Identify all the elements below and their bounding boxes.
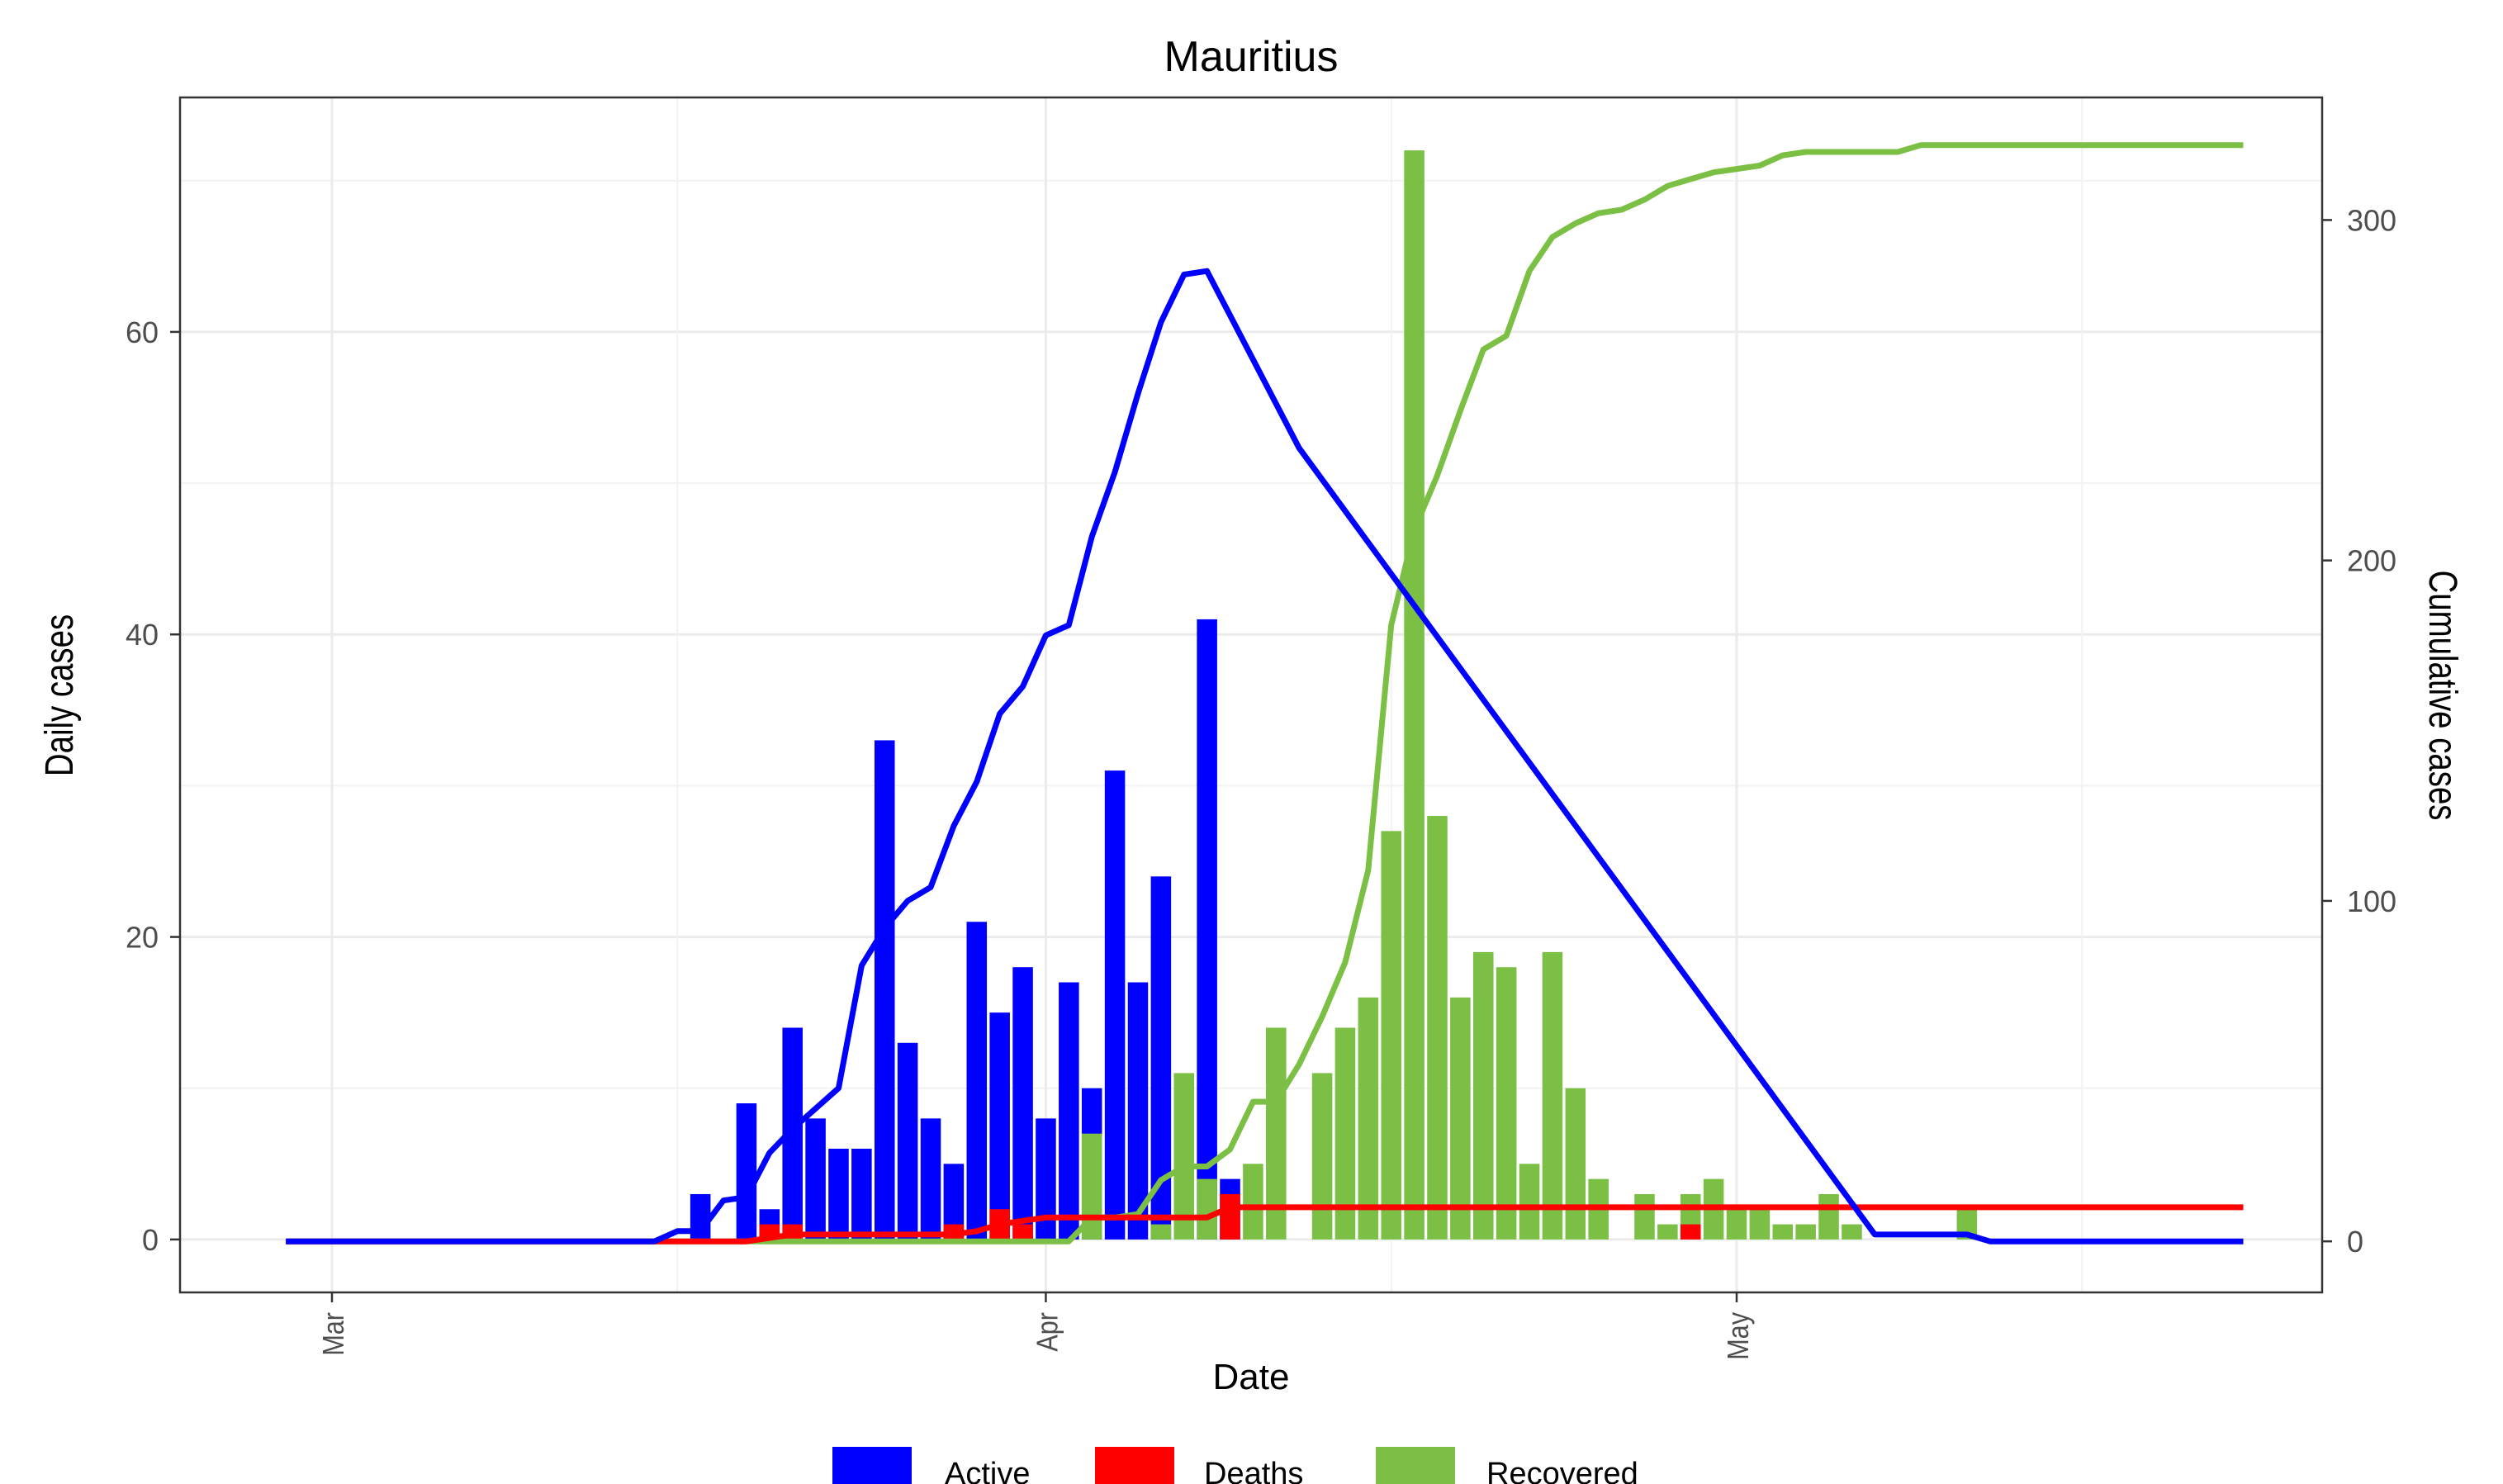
bar-active [897,1042,918,1240]
legend-label-recovered: Recovered [1486,1457,1638,1484]
chart-title: Mauritius [1164,33,1339,81]
y2-tick-label: 200 [2347,544,2396,578]
bar-recovered [1197,1178,1217,1240]
bar-recovered [1496,967,1517,1240]
x-tick-label: May [1723,1312,1756,1360]
axes: 0 20 40 60 0 100 200 300 Mar Apr May [126,203,2396,1359]
bar-recovered [1427,816,1448,1240]
bar-recovered [1795,1224,1816,1240]
bar-active [920,1118,941,1240]
bar-active [851,1148,872,1240]
bar-active [1197,619,1217,1240]
bar-active [736,1103,757,1240]
bar-recovered [1519,1164,1540,1240]
bar-deaths [1012,1224,1033,1240]
y2-tick-label: 100 [2347,884,2396,918]
bar-deaths [1680,1224,1701,1240]
y-tick-label: 0 [142,1223,159,1257]
bar-active [966,922,988,1240]
bar-recovered [1657,1224,1678,1240]
bar-recovered [1542,951,1563,1240]
cumulative-line-active [286,268,2244,1245]
bar-recovered [1243,1164,1263,1240]
bar-recovered [1381,831,1401,1240]
bar-recovered [1404,150,1425,1240]
daily-bars [690,150,1978,1240]
legend-key-deaths [1095,1447,1174,1484]
legend-key-active [832,1447,912,1484]
secondary-y-axis-title: Cumulative cases [2420,571,2464,821]
legend-label-active: Active [945,1457,1030,1484]
bar-active [1127,982,1149,1240]
bar-active [1012,967,1033,1240]
y-tick-label: 40 [126,618,159,652]
x-tick-label: Apr [1031,1312,1064,1352]
bar-recovered [1150,1224,1172,1240]
x-tick-label: Mar [318,1312,351,1356]
bar-recovered [1173,1073,1195,1240]
y2-tick-label: 300 [2347,203,2396,237]
bar-recovered [1358,997,1379,1240]
bar-recovered [1565,1088,1586,1240]
bar-recovered [1334,1027,1356,1240]
bar-recovered [1472,951,1494,1240]
y-tick-label: 20 [126,921,159,955]
legend: Active Deaths Recovered [832,1447,1638,1484]
bar-active [874,740,895,1240]
bar-recovered [1311,1073,1333,1240]
bar-active [805,1118,826,1240]
panel-border [178,96,2324,1294]
bar-recovered [1842,1224,1862,1240]
bar-recovered [1726,1209,1747,1240]
bar-deaths [1220,1193,1240,1240]
cumulative-line-recovered [286,142,2244,1245]
bar-recovered [1634,1193,1655,1240]
bar-active [1059,982,1079,1240]
legend-key-recovered [1376,1447,1455,1484]
bar-recovered [1818,1193,1839,1240]
cumulative-lines [286,142,2244,1245]
bar-recovered [1266,1027,1287,1240]
y-tick-label: 60 [126,315,159,349]
bar-recovered [1450,997,1471,1240]
bar-active [828,1148,849,1240]
y-axis-title: Daily cases [38,614,82,776]
x-axis-title: Date [1213,1357,1290,1397]
legend-label-deaths: Deaths [1204,1457,1303,1484]
bar-active [1104,770,1126,1240]
bar-recovered [1772,1224,1794,1240]
bar-recovered [1749,1209,1771,1240]
y2-tick-label: 0 [2347,1225,2363,1259]
bar-active [989,1012,1010,1240]
cumulative-line-deaths [286,1204,2244,1245]
